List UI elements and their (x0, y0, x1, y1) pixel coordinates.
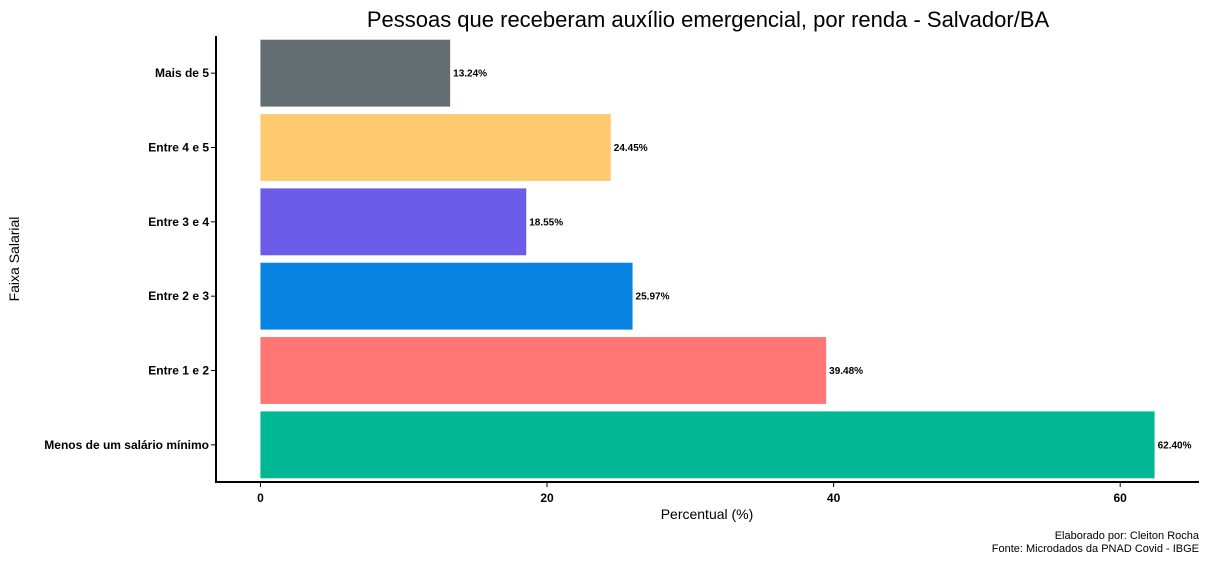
x-tick-label: 0 (257, 491, 264, 505)
x-tick-label: 20 (540, 491, 554, 505)
x-axis-ticks: 0 20 40 60 (257, 482, 1127, 505)
x-axis-label: Percentual (%) (661, 506, 754, 522)
chart-title: Pessoas que receberam auxílio emergencia… (367, 7, 1050, 32)
caption-source: Fonte: Microdados da PNAD Covid - IBGE (992, 543, 1199, 555)
bar-value-label: 39.48% (829, 366, 863, 377)
bar (260, 114, 611, 181)
bar-value-label: 25.97% (636, 292, 670, 303)
category-label: Entre 2 e 3 (148, 289, 209, 303)
category-label: Entre 1 e 2 (148, 364, 209, 378)
x-tick-label: 40 (827, 491, 841, 505)
y-axis-label: Faixa Salarial (6, 217, 22, 302)
bar (260, 188, 527, 256)
category-label: Menos de um salário mínimo (44, 438, 209, 452)
caption-author: Elaborado por: Cleiton Rocha (1055, 530, 1200, 542)
category-label: Mais de 5 (155, 66, 209, 80)
bar-value-label: 24.45% (614, 143, 648, 154)
bars-group (260, 39, 1155, 479)
bar-value-label: 62.40% (1158, 440, 1192, 451)
bar (260, 337, 827, 404)
bar-value-label: 18.55% (529, 217, 563, 228)
bar (260, 262, 633, 330)
data-labels: 62.40% 39.48% 25.97% 18.55% 24.45% 13.24% (453, 69, 1191, 452)
category-label: Entre 3 e 4 (148, 215, 209, 229)
category-labels: Menos de um salário mínimo Entre 1 e 2 Ent… (44, 66, 216, 452)
bar (260, 411, 1155, 479)
category-label: Entre 4 e 5 (148, 141, 209, 155)
bar (260, 39, 451, 107)
bar-value-label: 13.24% (453, 69, 487, 80)
x-tick-label: 60 (1114, 491, 1128, 505)
